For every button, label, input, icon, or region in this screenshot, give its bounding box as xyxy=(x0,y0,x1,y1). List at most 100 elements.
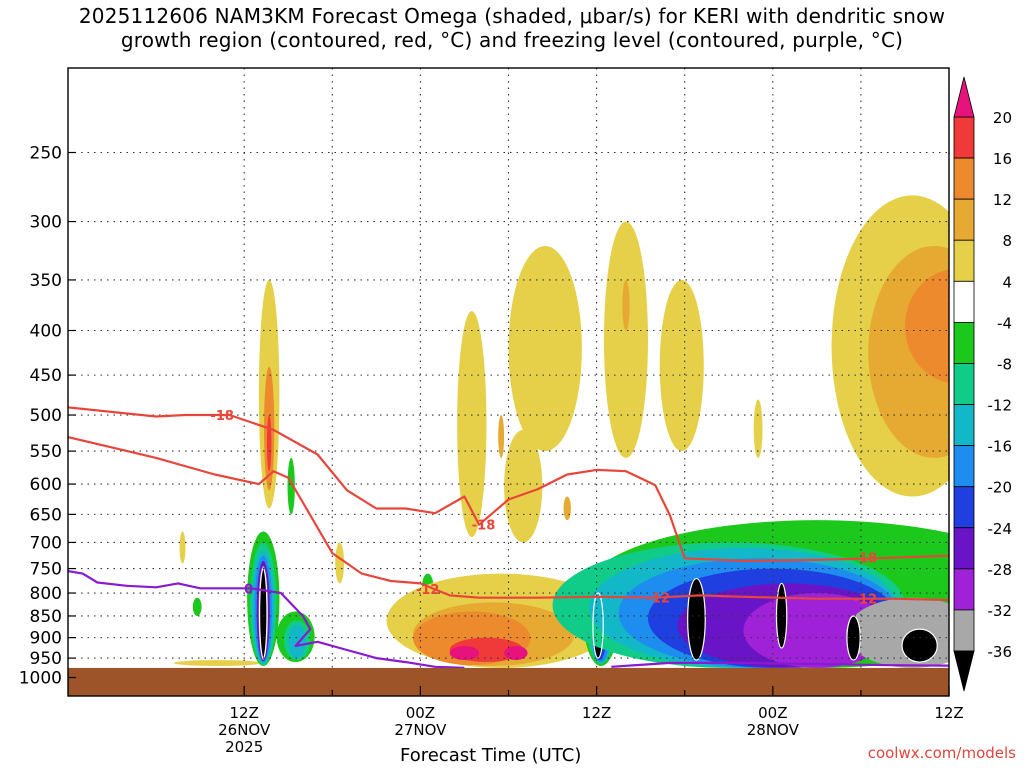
colorbar-label-9: -20 xyxy=(988,479,1013,497)
y-tick-label-300: 300 xyxy=(30,213,62,233)
omega-region-17 xyxy=(288,624,306,659)
omega-region-20 xyxy=(508,245,582,452)
contour-label-5: -12 xyxy=(854,593,878,608)
omega-region-27 xyxy=(753,399,763,458)
y-tick-label-500: 500 xyxy=(30,406,62,426)
colorbar-label-2: 12 xyxy=(993,191,1012,209)
omega-shading xyxy=(173,195,949,668)
x-tick-label-6-1: 26NOV xyxy=(218,721,271,739)
omega-region-24 xyxy=(498,415,505,458)
chart-title: 2025112606 NAM3KM Forecast Omega (shaded… xyxy=(0,4,1024,52)
omega-core-rim-3 xyxy=(775,582,788,649)
colorbar-label-1: 16 xyxy=(993,150,1012,168)
omega-region-7 xyxy=(192,597,202,616)
omega-region-36 xyxy=(904,269,949,383)
colorbar-bin-6 xyxy=(953,363,975,405)
omega-region-19 xyxy=(457,311,487,537)
y-tick-label-700: 700 xyxy=(30,533,62,553)
colorbar-label-13: -36 xyxy=(988,643,1013,661)
y-tick-label-600: 600 xyxy=(30,475,62,495)
y-tick-label-350: 350 xyxy=(30,271,62,291)
pressure-axis: 250 300 350 400 450 500 550 600 650 700 750 800 850 9… xyxy=(19,144,76,689)
omega-region-4 xyxy=(287,457,295,515)
omega-region-23 xyxy=(504,429,543,543)
title-line-1: 2025112606 NAM3KM Forecast Omega (shaded… xyxy=(78,4,946,28)
x-tick-label-18-0: 00Z xyxy=(406,704,435,722)
colorbar-label-6: -8 xyxy=(997,355,1012,373)
omega-region-55 xyxy=(846,615,861,661)
colorbar-label-3: 8 xyxy=(1002,232,1012,250)
omega-region-0 xyxy=(173,660,262,666)
x-tick-label-54-0: 12Z xyxy=(934,704,963,722)
colorbar-bin-12 xyxy=(953,609,975,652)
credit-text: coolwx.com/models xyxy=(867,744,1016,762)
omega-region-53 xyxy=(687,578,706,661)
colorbar-arrow-down xyxy=(953,650,975,692)
colorbar-label-10: -24 xyxy=(988,520,1013,538)
y-tick-label-650: 650 xyxy=(30,505,62,525)
colorbar-label-7: -12 xyxy=(988,397,1013,415)
x-tick-label-30-0: 12Z xyxy=(582,704,611,722)
colorbar-bin-9 xyxy=(953,486,975,529)
contour-freezing-level xyxy=(68,570,465,669)
x-tick-label-6-2: 2025 xyxy=(225,738,263,756)
colorbar-bin-4 xyxy=(953,280,975,323)
x-tick-label-18-1: 27NOV xyxy=(394,721,447,739)
contour-label-6: 0 xyxy=(244,582,253,597)
colorbar-bin-3 xyxy=(953,239,975,282)
colorbar-bin-11 xyxy=(953,568,975,611)
colorbar-label-12: -32 xyxy=(988,602,1013,620)
omega-region-54 xyxy=(776,583,787,648)
contour-dgz-lower xyxy=(68,436,949,602)
colorbar-arrow-up xyxy=(953,76,975,118)
colorbar-bin-5 xyxy=(953,321,975,364)
omega-core-rim-5 xyxy=(901,628,938,663)
x-tick-label-42-0: 00Z xyxy=(758,704,787,722)
contour-label-1: -18 xyxy=(472,519,496,534)
omega-core-rim-2 xyxy=(687,577,706,661)
y-tick-label-400: 400 xyxy=(30,322,62,342)
contour-label-2: -18 xyxy=(854,551,878,566)
omega-core-rim-4 xyxy=(846,615,861,661)
contour-label-0: -18 xyxy=(210,409,234,424)
y-tick-label-550: 550 xyxy=(30,442,62,462)
omega-region-6 xyxy=(179,531,186,564)
omega-region-3 xyxy=(266,415,272,472)
y-tick-label-250: 250 xyxy=(30,144,62,164)
omega-region-21 xyxy=(603,221,648,458)
y-tick-label-450: 450 xyxy=(30,366,62,386)
colorbar-label-4: 4 xyxy=(1002,273,1012,291)
colorbar-bin-2 xyxy=(953,198,975,241)
colorbar-label-5: -4 xyxy=(997,314,1012,332)
x-axis-title: Forecast Time (UTC) xyxy=(400,745,582,766)
y-tick-label-850: 850 xyxy=(30,607,62,627)
omega-core-rim-1 xyxy=(592,592,604,659)
contour-dgz-upper xyxy=(68,406,949,562)
y-tick-label-800: 800 xyxy=(30,584,62,604)
colorbar-label-0: 20 xyxy=(993,109,1012,127)
omega-region-56 xyxy=(902,629,938,663)
colorbar-bin-1 xyxy=(953,157,975,200)
contour-freezing-level-low xyxy=(611,661,949,668)
y-tick-label-750: 750 xyxy=(30,560,62,580)
omega-region-25 xyxy=(659,279,704,452)
x-tick-label-6-0: 12Z xyxy=(230,704,259,722)
colorbar-bin-10 xyxy=(953,527,975,570)
colorbar-bin-8 xyxy=(953,445,975,488)
y-tick-label-950: 950 xyxy=(30,649,62,669)
x-tick-label-42-1: 28NOV xyxy=(747,721,800,739)
omega-region-33 xyxy=(504,645,528,661)
colorbar-bin-7 xyxy=(953,404,975,447)
omega-region-22 xyxy=(622,279,630,331)
colorbar-label-11: -28 xyxy=(988,561,1013,579)
omega-region-5 xyxy=(335,542,345,584)
omega-region-32 xyxy=(449,645,480,661)
contour-lines: -18 -18 -18 -12 -12 -12 0 xyxy=(68,406,949,669)
title-line-2: growth region (contoured, red, °C) and f… xyxy=(120,28,904,52)
colorbar-label-8: -16 xyxy=(988,438,1013,456)
colorbar: 20 16 12 8 4 -4 -8 -12 -16 -20 -24 -28 -32 -36 xyxy=(953,76,1013,692)
contour-label-4: -12 xyxy=(647,592,671,607)
contour-label-3: -12 xyxy=(416,583,440,598)
omega-region-26 xyxy=(563,496,571,521)
